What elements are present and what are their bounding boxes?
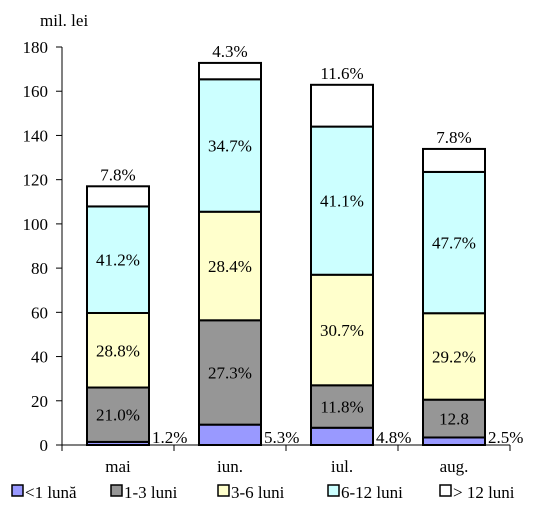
bar-segment bbox=[198, 319, 262, 426]
data-label: 47.7% bbox=[432, 234, 476, 253]
bar-segment bbox=[310, 125, 374, 276]
bar-segment bbox=[310, 426, 374, 446]
data-label: 11.8% bbox=[320, 398, 363, 417]
bar-segment bbox=[422, 436, 486, 446]
legend-swatch bbox=[327, 484, 340, 497]
data-label: 21.0% bbox=[96, 406, 140, 425]
legend-label: 6-12 luni bbox=[341, 483, 403, 502]
data-label: 4.3% bbox=[212, 42, 247, 61]
legend-swatch bbox=[439, 484, 452, 497]
bar-segment bbox=[422, 147, 486, 173]
bar-segment bbox=[198, 423, 262, 446]
legend-label: > 12 luni bbox=[453, 483, 515, 502]
data-label: 12.8 bbox=[439, 410, 469, 429]
bar-segment bbox=[198, 210, 262, 322]
data-label: 5.3% bbox=[264, 428, 299, 447]
data-label: 4.8% bbox=[376, 428, 411, 447]
y-tick-label: 120 bbox=[23, 171, 49, 190]
bars: 1.2% 21.0% 28.8% 41.2% 7.8% 5.3% 27.3% 28.4% 34.… bbox=[86, 42, 523, 447]
data-label: 28.4% bbox=[208, 257, 252, 276]
data-label: 30.7% bbox=[320, 321, 364, 340]
legend-swatch bbox=[11, 484, 24, 497]
y-tick-label: 0 bbox=[40, 436, 49, 455]
y-tick-label: 160 bbox=[23, 82, 49, 101]
y-axis: 0 20 40 60 80 100 120 140 160 180 bbox=[23, 38, 63, 455]
data-label: 7.8% bbox=[436, 128, 471, 147]
legend-label: 3-6 luni bbox=[231, 483, 285, 502]
x-axis: mai iun. iul. aug. bbox=[61, 444, 511, 476]
legend-swatch bbox=[217, 484, 230, 497]
y-tick-label: 100 bbox=[23, 215, 49, 234]
y-tick-label: 20 bbox=[31, 392, 48, 411]
bar-segment bbox=[198, 61, 262, 81]
data-label: 11.6% bbox=[320, 64, 363, 83]
bar-segment bbox=[310, 384, 374, 429]
legend: <1 lună 1-3 luni 3-6 luni 6-12 luni > 12 lun… bbox=[11, 483, 515, 502]
bar-segment bbox=[86, 311, 150, 389]
x-tick-label: iul. bbox=[331, 457, 353, 476]
data-label: 7.8% bbox=[100, 165, 135, 184]
x-tick-label: aug. bbox=[440, 457, 469, 476]
bar-segment bbox=[198, 78, 262, 213]
data-label: 29.2% bbox=[432, 347, 476, 366]
x-tick-label: mai bbox=[105, 457, 131, 476]
data-label: 41.2% bbox=[96, 251, 140, 270]
data-label: 2.5% bbox=[488, 428, 523, 447]
data-label: 27.3% bbox=[208, 363, 252, 382]
bar-segment bbox=[310, 83, 374, 128]
legend-label: <1 lună bbox=[25, 483, 77, 502]
data-label: 34.7% bbox=[208, 137, 252, 156]
y-tick-label: 140 bbox=[23, 126, 49, 145]
data-label: 1.2% bbox=[152, 428, 187, 447]
y-tick-label: 80 bbox=[31, 259, 48, 278]
data-label: 41.1% bbox=[320, 192, 364, 211]
bar-segment bbox=[86, 185, 150, 208]
y-tick-label: 60 bbox=[31, 303, 48, 322]
x-tick-label: iun. bbox=[217, 457, 243, 476]
y-tick-label: 180 bbox=[23, 38, 49, 57]
bar-segment bbox=[86, 205, 150, 314]
bar-segment bbox=[422, 312, 486, 401]
legend-swatch bbox=[110, 484, 123, 497]
y-axis-unit-label: mil. lei bbox=[40, 11, 88, 30]
data-label: 28.8% bbox=[96, 341, 140, 360]
y-tick-label: 40 bbox=[31, 348, 48, 367]
legend-label: 1-3 luni bbox=[124, 483, 178, 502]
